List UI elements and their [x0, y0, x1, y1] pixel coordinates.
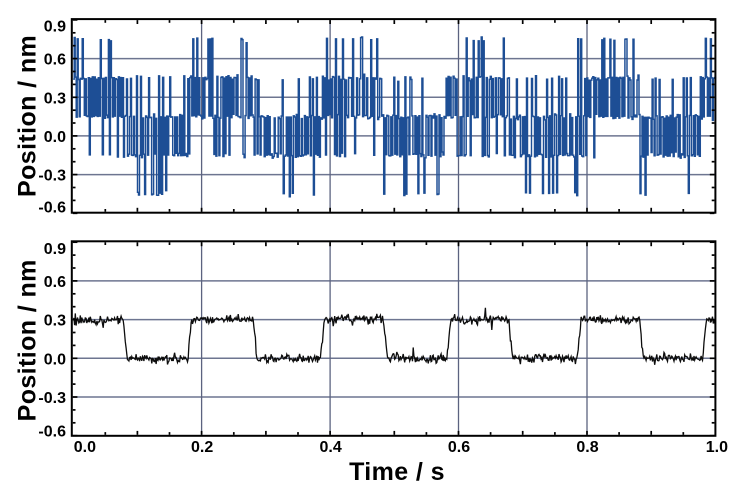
svg-text:Time / s: Time / s — [349, 458, 445, 486]
svg-text:0.3: 0.3 — [44, 90, 66, 107]
svg-text:0.6: 0.6 — [44, 52, 66, 69]
svg-text:0.6: 0.6 — [448, 439, 470, 456]
svg-text:0.2: 0.2 — [191, 439, 213, 456]
svg-text:0.4: 0.4 — [319, 439, 341, 456]
svg-text:Position / nm: Position / nm — [14, 35, 42, 197]
svg-text:0.6: 0.6 — [44, 274, 66, 291]
svg-text:Position / nm: Position / nm — [14, 259, 42, 421]
svg-text:-0.6: -0.6 — [38, 200, 66, 217]
svg-text:0.0: 0.0 — [44, 351, 66, 368]
svg-text:0.9: 0.9 — [44, 241, 66, 258]
svg-text:0.0: 0.0 — [44, 129, 66, 146]
svg-text:-0.3: -0.3 — [38, 390, 66, 407]
svg-text:0.8: 0.8 — [576, 439, 598, 456]
svg-text:-0.3: -0.3 — [38, 168, 66, 185]
svg-text:0.3: 0.3 — [44, 313, 66, 330]
svg-text:1.0: 1.0 — [706, 439, 728, 456]
svg-text:0.0: 0.0 — [74, 439, 96, 456]
svg-text:-0.6: -0.6 — [38, 423, 66, 440]
svg-text:0.9: 0.9 — [44, 18, 66, 35]
